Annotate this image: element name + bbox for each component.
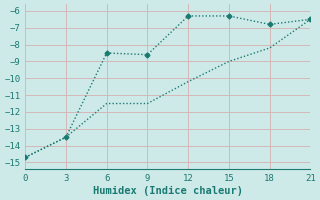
X-axis label: Humidex (Indice chaleur): Humidex (Indice chaleur) bbox=[93, 186, 243, 196]
